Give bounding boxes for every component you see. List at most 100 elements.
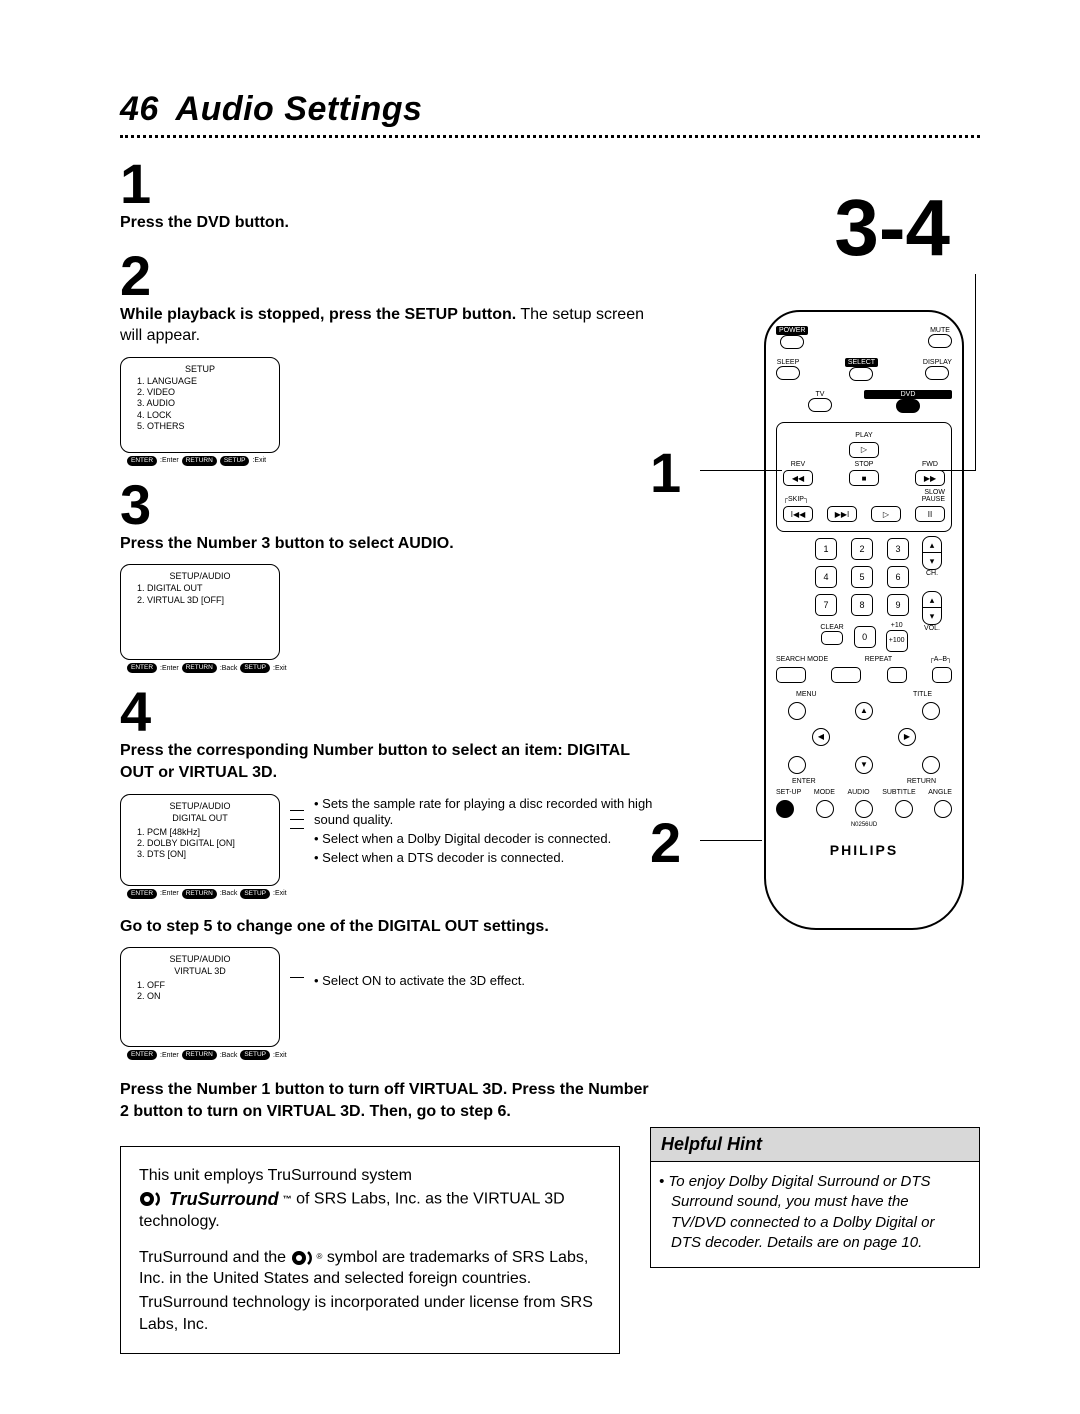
num-0-button[interactable]: 0 — [854, 626, 876, 648]
footer-text: :Exit — [252, 457, 266, 464]
num-8-button[interactable]: 8 — [851, 594, 873, 616]
leader-line — [290, 828, 304, 829]
pause-label: PAUSE — [922, 496, 945, 503]
num-6-button[interactable]: 6 — [887, 566, 909, 588]
rev-label: REV — [783, 461, 813, 468]
num-5-button[interactable]: 5 — [851, 566, 873, 588]
nav-right-button[interactable]: ▶ — [898, 728, 916, 746]
display-button[interactable] — [925, 366, 949, 380]
num-9-button[interactable]: 9 — [887, 594, 909, 616]
step-4-sub: Go to step 5 to change one of the DIGITA… — [120, 918, 549, 935]
rev-button[interactable]: ◀◀ — [783, 470, 813, 486]
nav-up-button[interactable]: ▲ — [855, 702, 873, 720]
osd-setup-item: 5. OTHERS — [137, 421, 271, 432]
enter-button[interactable] — [788, 756, 806, 774]
page-number: 46 — [120, 90, 159, 128]
setup-button[interactable] — [776, 800, 794, 818]
display-label: DISPLAY — [923, 359, 952, 366]
leader-line — [290, 819, 304, 820]
footer-text: :Enter — [160, 1052, 179, 1059]
mode-label: MODE — [814, 789, 835, 796]
note: Select when a DTS decoder is connected. — [314, 850, 660, 867]
footer-text: :Exit — [273, 890, 287, 897]
slow-button[interactable]: ▷ — [871, 506, 901, 522]
title-rule — [120, 135, 980, 138]
osd-digital-footer: ENTER:Enter RETURN:Back SETUP:Exit — [127, 889, 273, 899]
transport-panel: PLAY ▷ REV◀◀ STOP■ FWD▶▶ ┌SKIP┐ SLOWPAUS… — [776, 422, 952, 532]
fwd-button[interactable]: ▶▶ — [915, 470, 945, 486]
skip-back-button[interactable]: I◀◀ — [783, 506, 813, 522]
osd-digital: SETUP/AUDIO DIGITAL OUT 1. PCM [48kHz] 2… — [120, 794, 280, 886]
sleep-button[interactable] — [776, 366, 800, 380]
select-label: SELECT — [845, 358, 878, 367]
dvd-label: DVD — [864, 390, 952, 399]
channel-rocker[interactable]: ▴▾ — [922, 536, 942, 570]
ts-line1a: This unit employs TruSurround system — [139, 1167, 412, 1184]
search-mode-button[interactable] — [776, 667, 806, 683]
vol-label: VOL. — [922, 625, 942, 632]
footer-text: :Exit — [273, 1052, 287, 1059]
footer-text: :Back — [220, 1052, 238, 1059]
num-1-button[interactable]: 1 — [815, 538, 837, 560]
play-button[interactable]: ▷ — [849, 442, 879, 458]
pause-button[interactable]: II — [915, 506, 945, 522]
mode-button[interactable] — [816, 800, 834, 818]
num-3-button[interactable]: 3 — [887, 538, 909, 560]
dvd-button[interactable] — [896, 399, 920, 413]
clear-button[interactable] — [821, 631, 843, 645]
note: Select when a Dolby Digital decoder is c… — [314, 831, 660, 848]
helpful-hint-box: Helpful Hint To enjoy Dolby Digital Surr… — [650, 1127, 980, 1268]
search-mode-label: SEARCH MODE — [776, 656, 828, 663]
num-2-button[interactable]: 2 — [851, 538, 873, 560]
remote-diagram: 1 2 POWER MUTE SLEEP — [700, 310, 980, 950]
footer-text: :Back — [220, 665, 238, 672]
osd-v3d-footer: ENTER:Enter RETURN:Back SETUP:Exit — [127, 1050, 273, 1060]
osd-setup-item: 3. AUDIO — [137, 398, 271, 409]
ts-line2a: TruSurround and the — [139, 1249, 291, 1266]
pill-setup: SETUP — [240, 889, 270, 899]
enter-label: ENTER — [792, 778, 816, 785]
menu-button[interactable] — [788, 702, 806, 720]
b-button[interactable] — [932, 667, 952, 683]
title-button[interactable] — [922, 702, 940, 720]
setup-label: SET-UP — [776, 789, 801, 796]
title-label: TITLE — [913, 691, 932, 698]
num-7-button[interactable]: 7 — [815, 594, 837, 616]
nav-down-button[interactable]: ▼ — [855, 756, 873, 774]
fwd-label: FWD — [915, 461, 945, 468]
skip-label: SKIP — [788, 496, 804, 503]
plus100-button[interactable]: +100 — [886, 630, 908, 652]
osd-audio-title: SETUP/AUDIO — [129, 571, 271, 581]
osd-v3d-item: 1. OFF — [137, 980, 271, 991]
clear-label: CLEAR — [820, 624, 843, 631]
mute-button[interactable] — [928, 334, 952, 348]
hint-title: Helpful Hint — [651, 1128, 979, 1162]
osd-v3d-sub: VIRTUAL 3D — [129, 966, 271, 976]
angle-button[interactable] — [934, 800, 952, 818]
step-4-final: Press the Number 1 button to turn off VI… — [120, 1081, 649, 1120]
repeat-button[interactable] — [831, 667, 861, 683]
osd-v3d-notes: Select ON to activate the 3D effect. — [314, 937, 660, 992]
subtitle-button[interactable] — [895, 800, 913, 818]
num-4-button[interactable]: 4 — [815, 566, 837, 588]
repeat-label: REPEAT — [865, 656, 893, 663]
pill-return: RETURN — [182, 1050, 217, 1060]
power-button[interactable] — [780, 335, 804, 349]
trusurround-logo: TruSurround™ — [139, 1187, 292, 1211]
osd-v3d-title: SETUP/AUDIO — [129, 954, 271, 964]
audio-button[interactable] — [855, 800, 873, 818]
osd-digital-title: SETUP/AUDIO — [129, 801, 271, 811]
nav-left-button[interactable]: ◀ — [812, 728, 830, 746]
angle-label: ANGLE — [928, 789, 952, 796]
stop-button[interactable]: ■ — [849, 470, 879, 486]
audio-label: AUDIO — [847, 789, 869, 796]
a-button[interactable] — [887, 667, 907, 683]
skip-fwd-button[interactable]: ▶▶I — [827, 506, 857, 522]
return-button[interactable] — [922, 756, 940, 774]
remote-model: N0256UD — [776, 822, 952, 828]
ch-label: CH. — [922, 570, 942, 577]
volume-rocker[interactable]: ▴▾ — [922, 591, 942, 625]
pill-enter: ENTER — [127, 663, 157, 673]
tv-button[interactable] — [808, 398, 832, 412]
select-button[interactable] — [849, 367, 873, 381]
